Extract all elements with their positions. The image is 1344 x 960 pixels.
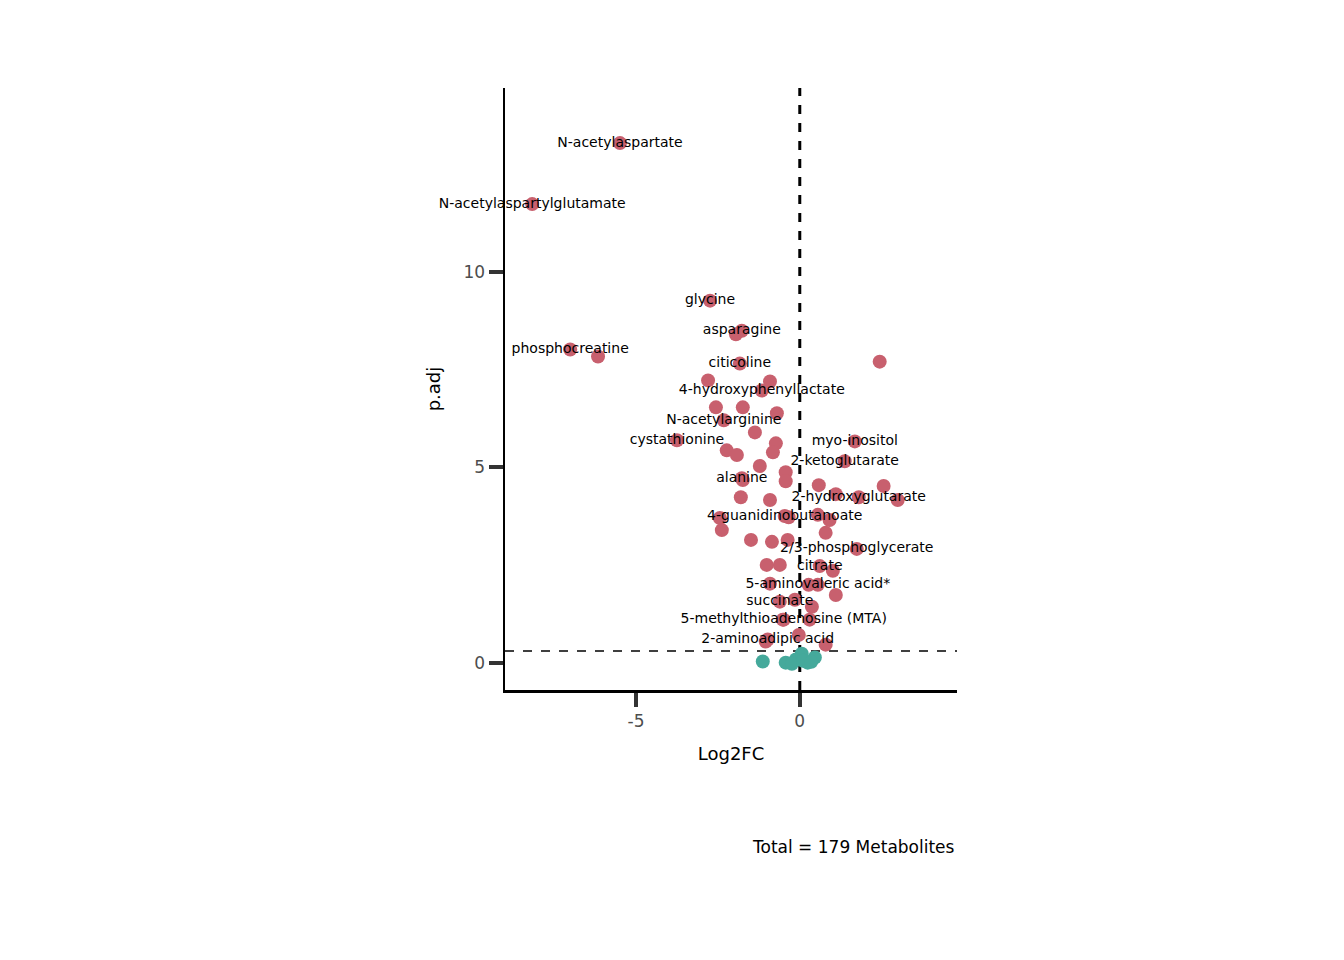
svg-text:4-guanidinobutanoate: 4-guanidinobutanoate bbox=[707, 507, 862, 523]
svg-text:Total = 179 Metabolites: Total = 179 Metabolites bbox=[752, 837, 955, 857]
svg-text:Log2FC: Log2FC bbox=[698, 743, 765, 764]
svg-text:2-aminoadipic acid: 2-aminoadipic acid bbox=[701, 630, 834, 646]
svg-text:p.adj: p.adj bbox=[423, 367, 444, 412]
svg-text:5-methylthioadenosine (MTA): 5-methylthioadenosine (MTA) bbox=[681, 610, 887, 626]
svg-text:citicoline: citicoline bbox=[709, 354, 772, 370]
svg-text:glycine: glycine bbox=[685, 291, 735, 307]
svg-text:2/3-phosphoglycerate: 2/3-phosphoglycerate bbox=[780, 539, 933, 555]
svg-text:-5: -5 bbox=[628, 711, 645, 731]
svg-text:0: 0 bbox=[794, 711, 805, 731]
svg-text:2-hydroxyglutarate: 2-hydroxyglutarate bbox=[792, 488, 926, 504]
svg-text:4-hydroxyphenyllactate: 4-hydroxyphenyllactate bbox=[679, 381, 845, 397]
svg-text:N-acetylaspartate: N-acetylaspartate bbox=[557, 134, 682, 150]
svg-text:2-ketoglutarate: 2-ketoglutarate bbox=[790, 452, 898, 468]
svg-text:10: 10 bbox=[463, 262, 485, 282]
svg-text:myo-inositol: myo-inositol bbox=[812, 432, 898, 448]
svg-text:N-acetylaspartylglutamate: N-acetylaspartylglutamate bbox=[439, 195, 626, 211]
svg-text:citrate: citrate bbox=[797, 557, 843, 573]
svg-text:5-aminovaleric acid*: 5-aminovaleric acid* bbox=[745, 575, 890, 591]
svg-text:alanine: alanine bbox=[716, 469, 767, 485]
svg-text:phosphocreatine: phosphocreatine bbox=[512, 340, 629, 356]
svg-text:0: 0 bbox=[474, 653, 485, 673]
svg-text:succinate: succinate bbox=[746, 592, 813, 608]
svg-text:5: 5 bbox=[474, 457, 485, 477]
svg-text:N-acetylarginine: N-acetylarginine bbox=[666, 411, 781, 427]
svg-text:cystathionine: cystathionine bbox=[630, 431, 724, 447]
svg-text:asparagine: asparagine bbox=[703, 321, 781, 337]
